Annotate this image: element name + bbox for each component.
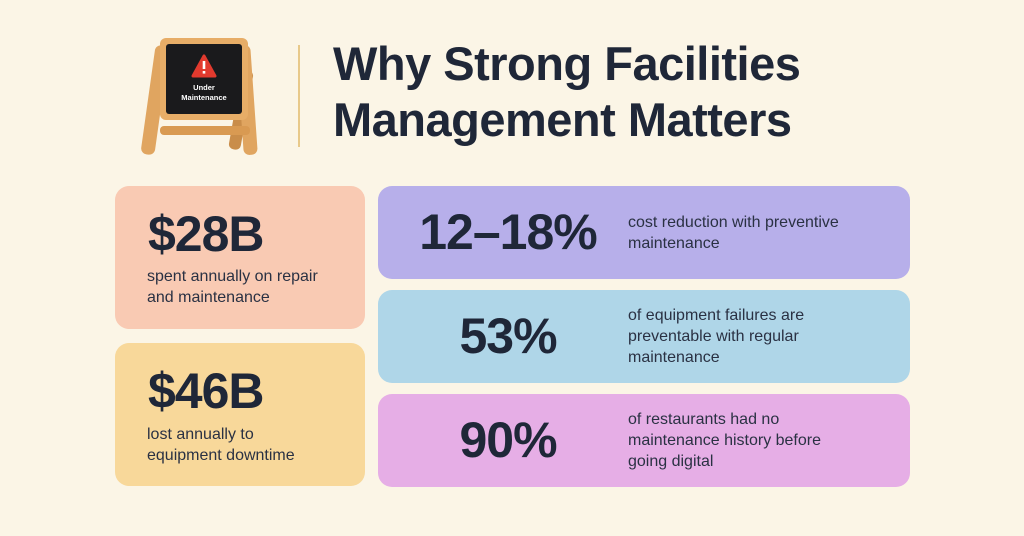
header-divider	[298, 45, 300, 147]
stat-description: of restaurants had no maintenance histor…	[628, 409, 868, 472]
page-title: Why Strong Facilities Management Matters	[333, 36, 973, 148]
warning-icon	[191, 54, 217, 78]
stat-description: of equipment failures are preventable wi…	[628, 305, 868, 368]
stat-description-line: lost annually to	[147, 426, 254, 443]
header: Under Maintenance Why Strong Facilities …	[0, 0, 1024, 175]
sign-text-line1: Under	[193, 83, 215, 92]
stat-description: lost annually to equipment downtime	[147, 424, 347, 466]
stat-description-line: maintenance	[628, 235, 720, 252]
stat-description-line: of equipment failures are	[628, 307, 805, 324]
stat-description: cost reduction with preventive maintenan…	[628, 212, 868, 254]
stat-card-restaurants-digital: 90% of restaurants had no maintenance hi…	[378, 394, 910, 487]
stat-description-line: maintenance	[628, 349, 720, 366]
stat-description-line: maintenance history before	[628, 432, 821, 449]
stat-description-line: going digital	[628, 453, 714, 470]
title-line-2: Management Matters	[333, 93, 792, 146]
stat-card-downtime-loss: $46B lost annually to equipment downtime	[115, 343, 365, 486]
stat-description-line: equipment downtime	[147, 447, 295, 464]
stat-description-line: cost reduction with preventive	[628, 214, 839, 231]
stat-value: 53%	[459, 308, 557, 364]
stat-value: $46B	[148, 363, 265, 419]
stat-value: 90%	[459, 412, 557, 468]
stat-card-repair-spend: $28B spent annually on repair and mainte…	[115, 186, 365, 329]
stat-value: $28B	[148, 206, 265, 262]
stat-value: 12–18%	[419, 204, 598, 260]
stat-description-line: spent annually on repair	[147, 268, 318, 285]
stat-description-line: preventable with regular	[628, 328, 799, 345]
stat-card-cost-reduction: 12–18% cost reduction with preventive ma…	[378, 186, 910, 279]
stat-description-line: and maintenance	[147, 289, 270, 306]
stat-description-line: of restaurants had no	[628, 411, 780, 428]
stat-description: spent annually on repair and maintenance	[147, 266, 347, 308]
sign-text-line2: Maintenance	[181, 93, 226, 102]
under-maintenance-sign-icon: Under Maintenance	[141, 38, 258, 155]
stat-card-preventable-failures: 53% of equipment failures are preventabl…	[378, 290, 910, 383]
title-line-1: Why Strong Facilities	[333, 37, 801, 90]
